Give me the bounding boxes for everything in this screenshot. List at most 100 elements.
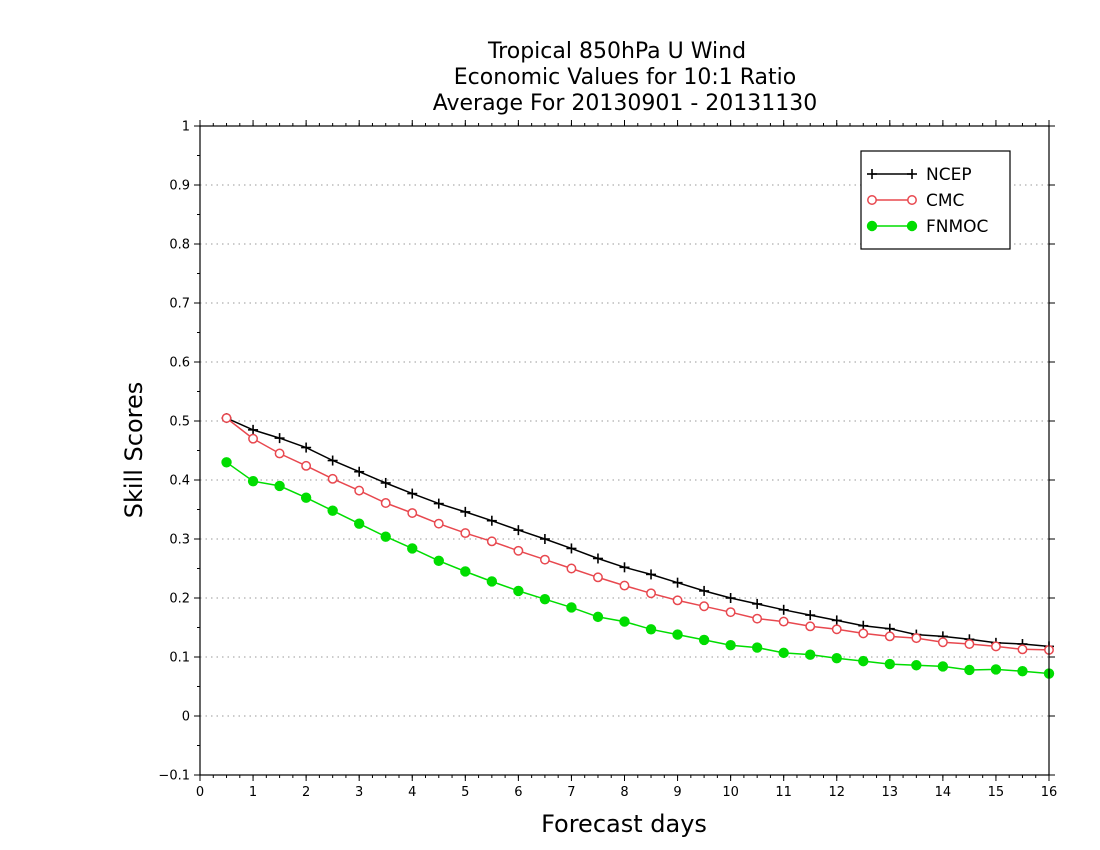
data-point-cmc: [380, 498, 391, 508]
data-point-fnmoc: [592, 611, 604, 623]
x-tick-label: 9: [673, 785, 681, 800]
data-point-fnmoc: [380, 531, 391, 542]
data-point-fnmoc: [539, 593, 551, 605]
data-point-cmc: [831, 624, 842, 635]
legend: NCEP CMC FNMOC: [860, 150, 1011, 250]
legend-item-fnmoc: FNMOC: [866, 217, 988, 237]
data-point-ncep: [460, 506, 471, 517]
data-point-fnmoc: [274, 480, 285, 492]
x-tick-label: 0: [196, 785, 204, 800]
data-point-ncep: [619, 562, 630, 573]
data-point-cmc: [301, 460, 312, 471]
data-point-fnmoc: [990, 664, 1002, 675]
gridlines: [200, 184, 1049, 717]
data-point-cmc: [752, 613, 763, 624]
series-line-cmc: [226, 417, 1050, 651]
data-point-fnmoc: [645, 624, 657, 635]
data-point-fnmoc: [353, 518, 365, 529]
data-point-cmc: [805, 621, 816, 632]
x-tick-label: 7: [567, 785, 575, 800]
x-tick-label: 14: [935, 785, 952, 800]
data-point-cmc: [911, 633, 922, 644]
data-point-cmc: [964, 639, 975, 649]
data-point-ncep: [274, 433, 285, 444]
data-point-cmc: [593, 572, 603, 583]
data-point-fnmoc: [698, 634, 710, 646]
series-line-fnmoc: [226, 461, 1050, 675]
data-point-ncep: [513, 525, 524, 536]
x-tick-label: 16: [1041, 785, 1058, 800]
data-point-fnmoc: [937, 661, 949, 672]
y-tick-label: 0.4: [169, 474, 190, 489]
data-point-fnmoc: [1017, 665, 1028, 677]
data-point-fnmoc: [460, 566, 471, 577]
data-point-fnmoc: [805, 649, 816, 660]
series-layer: [221, 413, 1055, 679]
data-point-cmc: [274, 448, 285, 459]
data-point-fnmoc: [884, 658, 896, 670]
data-point-fnmoc: [619, 616, 630, 627]
series-cmc: [221, 413, 1054, 655]
data-point-cmc: [248, 433, 259, 444]
title-line-1: Tropical 850hPa U Wind: [487, 39, 746, 64]
legend-label-cmc: CMC: [926, 191, 964, 211]
data-point-ncep: [566, 543, 577, 554]
data-point-ncep: [725, 593, 736, 603]
title-line-2: Economic Values for 10:1 Ratio: [454, 65, 796, 90]
x-tick-label: 3: [355, 785, 363, 800]
data-point-fnmoc: [221, 457, 232, 468]
data-point-fnmoc: [566, 602, 577, 613]
data-point-ncep: [778, 604, 789, 615]
data-point-fnmoc: [300, 492, 312, 503]
data-point-cmc: [778, 616, 789, 627]
legend-marker-fnmoc: [866, 220, 878, 232]
y-tick-label: −0.1: [158, 769, 190, 784]
data-point-fnmoc: [911, 660, 922, 671]
x-tick-label: 8: [620, 785, 628, 800]
data-point-ncep: [433, 498, 444, 509]
data-point-cmc: [990, 641, 1001, 652]
data-point-ncep: [805, 610, 816, 621]
data-point-ncep: [354, 466, 365, 477]
data-point-cmc: [672, 595, 683, 606]
title-line-3: Average For 20130901 - 20131130: [433, 91, 818, 116]
data-point-cmc: [884, 631, 895, 642]
y-axis-label: Skill Scores: [120, 382, 148, 519]
x-tick-label: 6: [514, 785, 522, 800]
y-tick-label: 0.6: [169, 356, 190, 371]
x-tick-label: 15: [988, 785, 1005, 800]
data-point-fnmoc: [831, 652, 842, 664]
plot-frame: [199, 125, 1050, 776]
data-point-cmc: [725, 607, 736, 618]
data-point-fnmoc: [433, 555, 444, 567]
x-tick-label: 13: [882, 785, 899, 800]
x-tick-label: 12: [828, 785, 845, 800]
y-tick-label: 0.1: [169, 651, 190, 666]
y-tick-label: 0.5: [169, 415, 190, 430]
chart-title: Tropical 850hPa U Wind Economic Values f…: [433, 39, 818, 116]
data-point-ncep: [407, 488, 418, 499]
legend-marker-ncep: [907, 169, 917, 179]
data-point-cmc: [433, 518, 444, 529]
data-point-fnmoc: [751, 642, 763, 653]
y-tick-label: 0.8: [169, 238, 190, 253]
data-point-ncep: [646, 569, 657, 580]
y-tick-label: 0.2: [169, 592, 190, 607]
legend-marker-cmc: [907, 195, 917, 205]
y-tick-label: 0.7: [169, 297, 190, 312]
series-ncep: [221, 413, 1054, 652]
x-tick-label: 11: [775, 785, 792, 800]
data-point-cmc: [619, 580, 630, 591]
data-point-cmc: [699, 601, 710, 612]
series-line-ncep: [226, 417, 1050, 648]
x-tick-label: 1: [249, 785, 257, 800]
data-point-ncep: [752, 598, 763, 609]
y-tick-label: 1: [182, 120, 190, 135]
data-point-ncep: [539, 534, 550, 544]
legend-item-ncep: NCEP: [867, 165, 972, 185]
data-point-fnmoc: [407, 543, 418, 554]
data-point-ncep: [672, 577, 683, 588]
y-tick-label: 0.9: [169, 179, 190, 194]
data-point-fnmoc: [672, 629, 683, 640]
series-fnmoc: [221, 457, 1055, 679]
